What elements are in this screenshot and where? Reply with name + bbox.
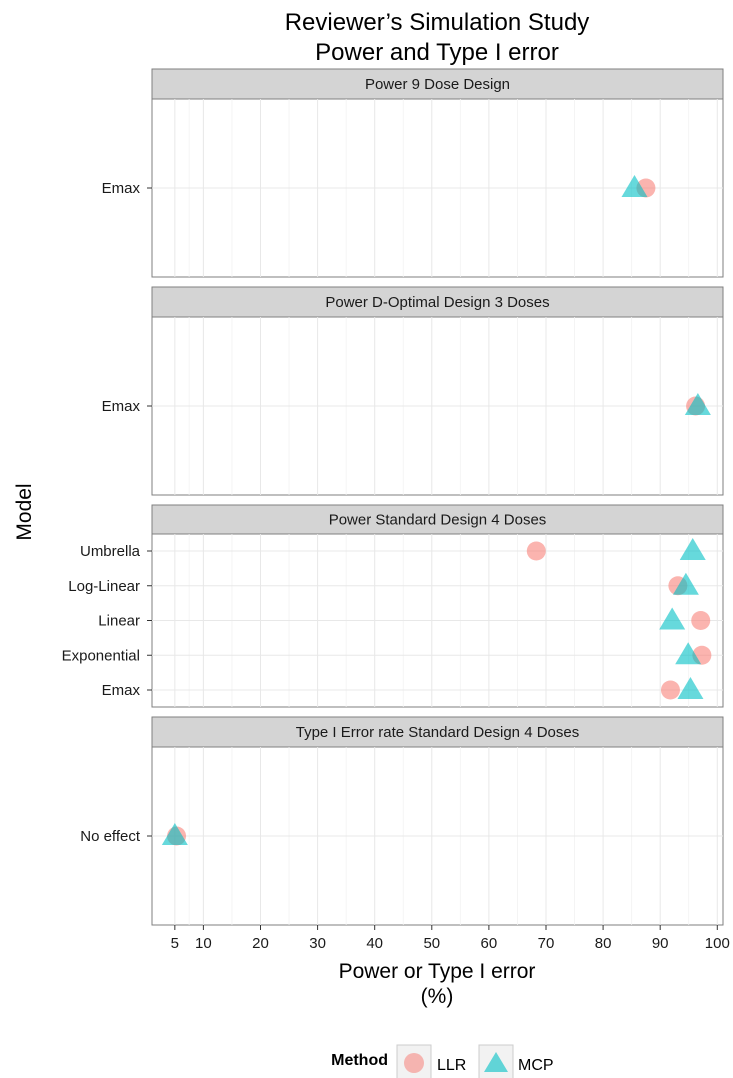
point-mcp-emax — [677, 677, 704, 699]
y-tick-label-emax: Emax — [102, 682, 141, 699]
x-tick-label-20: 20 — [252, 935, 269, 952]
panel-title: Power 9 Dose Design — [365, 76, 510, 93]
point-llr-umbrella — [526, 541, 546, 561]
panel-title: Power Standard Design 4 Doses — [329, 512, 547, 529]
panel-strip — [151, 286, 724, 318]
y-tick-label-no-effect: No effect — [80, 828, 141, 845]
point-mcp-no-effect — [161, 823, 188, 845]
x-tick-label-5: 5 — [171, 935, 179, 952]
y-tick-label-log-linear: Log-Linear — [68, 578, 140, 595]
x-tick-label-40: 40 — [366, 935, 383, 952]
legend: Method LLR MCP — [331, 1044, 554, 1078]
x-tick-label-90: 90 — [652, 935, 669, 952]
y-tick-label-exponential: Exponential — [62, 647, 140, 664]
legend-mcp-marker — [484, 1052, 508, 1072]
point-mcp-exponential — [675, 642, 702, 665]
x-tick-label-30: 30 — [309, 935, 326, 952]
x-tick-label-60: 60 — [481, 935, 498, 952]
x-axis-unit-label: (%) — [421, 985, 454, 1008]
point-mcp-linear — [659, 607, 686, 630]
panel-strip — [151, 504, 724, 535]
legend-llr-label: LLR — [437, 1057, 466, 1074]
panel-4: Type I Error rate Standard Design 4 Dose… — [80, 716, 724, 926]
y-axis-label: Model — [13, 483, 36, 540]
legend-llr-marker — [404, 1053, 424, 1073]
x-tick-label-70: 70 — [538, 935, 555, 952]
panel-2: Power D-Optimal Design 3 Doses Emax — [102, 286, 724, 496]
point-mcp-log-linear — [672, 572, 699, 595]
panel-3: Power Standard Design 4 Doses Emax Exponen… — [62, 504, 724, 708]
y-tick-label-emax: Emax — [102, 180, 141, 197]
legend-mcp-label: MCP — [518, 1057, 554, 1074]
panel-strip — [151, 716, 724, 748]
x-axis-label: Power or Type I error — [339, 960, 536, 983]
panel-1: Power 9 Dose Design Emax — [102, 68, 724, 278]
point-llr-linear — [691, 611, 711, 630]
panel-strip — [151, 68, 724, 100]
chart-title: Reviewer’s Simulation Study — [285, 9, 590, 36]
x-tick-label-100: 100 — [705, 935, 730, 952]
point-mcp-umbrella — [679, 538, 706, 560]
point-mcp-emax — [684, 393, 711, 415]
panel-title: Type I Error rate Standard Design 4 Dose… — [296, 724, 579, 741]
legend-title: Method — [331, 1052, 388, 1069]
y-tick-label-emax: Emax — [102, 398, 141, 415]
x-axis: 5 10 20 30 40 50 60 70 80 90 100 — [171, 925, 730, 952]
x-tick-label-50: 50 — [423, 935, 440, 952]
point-llr-emax — [660, 680, 680, 700]
y-tick-label-umbrella: Umbrella — [80, 543, 141, 560]
chart-subtitle: Power and Type I error — [315, 39, 559, 66]
point-mcp-emax — [621, 175, 648, 197]
y-tick-label-linear: Linear — [98, 613, 140, 630]
x-tick-label-10: 10 — [195, 935, 212, 952]
panel-title: Power D-Optimal Design 3 Doses — [325, 294, 549, 311]
x-tick-label-80: 80 — [595, 935, 612, 952]
